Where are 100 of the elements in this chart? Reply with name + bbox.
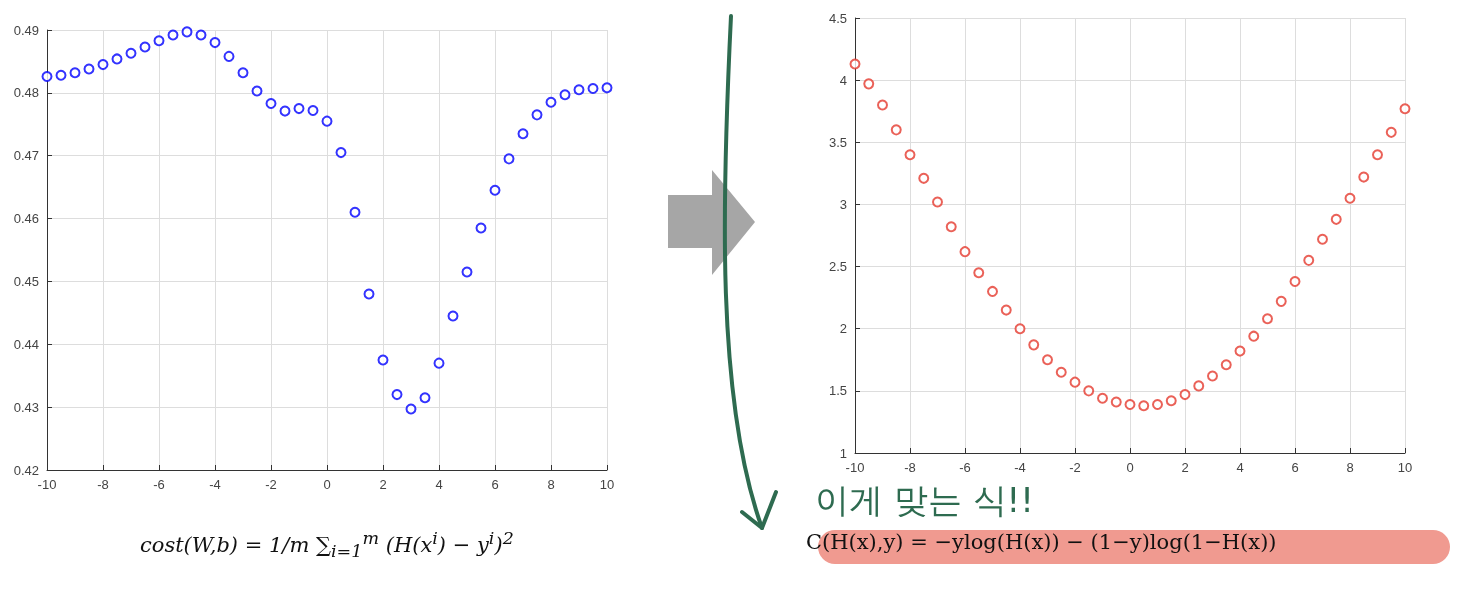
point: [545, 96, 557, 108]
x-tick-label: 6: [491, 477, 499, 492]
point: [1083, 385, 1095, 397]
point: [335, 147, 347, 159]
point: [877, 99, 888, 111]
point: [1124, 399, 1136, 411]
y-tick-label: 2.5: [828, 259, 847, 275]
point: [1248, 330, 1260, 342]
point: [139, 41, 151, 53]
x-tick-label: -6: [959, 460, 971, 475]
point: [1358, 171, 1370, 183]
point: [1165, 395, 1177, 407]
x-tick-label: 10: [599, 477, 615, 492]
point: [1152, 399, 1163, 411]
point: [517, 128, 529, 140]
point: [932, 196, 943, 208]
point: [918, 172, 930, 184]
y-tick-label: 0.44: [13, 336, 39, 352]
x-tick-label: 6: [1291, 460, 1299, 475]
x-tick-label: -6: [153, 477, 165, 492]
text: C(H(x),y) = −ylog(H(x)) − (1−y)log(1−H(x)): [806, 530, 1277, 554]
point: [1069, 376, 1081, 388]
point: [405, 403, 417, 415]
point: [1220, 359, 1232, 371]
x-tick-label: -8: [97, 477, 109, 492]
point: [321, 115, 333, 127]
point: [223, 50, 235, 62]
point: [447, 310, 459, 322]
point: [904, 149, 916, 161]
point: [1028, 339, 1040, 351]
point: [251, 85, 263, 97]
x-tick-label: 8: [547, 477, 555, 492]
point: [1372, 149, 1383, 161]
point: [419, 392, 431, 404]
point: [573, 84, 585, 96]
point: [1207, 370, 1218, 382]
x-tick-label: -10: [845, 460, 865, 475]
point: [97, 59, 109, 71]
point: [959, 246, 971, 258]
point: [1385, 126, 1397, 138]
x-tick-label: -10: [37, 477, 57, 492]
point: [503, 153, 515, 165]
point: [209, 37, 221, 49]
point: [153, 35, 165, 47]
point: [1000, 304, 1012, 316]
point: [1193, 380, 1205, 392]
point: [1234, 345, 1246, 357]
point: [1399, 103, 1411, 115]
point: [863, 78, 875, 90]
x-tick-label: -8: [904, 460, 916, 475]
point: [1179, 389, 1191, 401]
point: [433, 357, 445, 369]
point: [1138, 400, 1150, 412]
y-tick-label: 4: [839, 72, 847, 88]
point: [531, 109, 543, 121]
point: [475, 222, 487, 234]
x-tick-label: 2: [1181, 460, 1189, 475]
point: [1275, 295, 1287, 307]
x-tick-label: 8: [1346, 460, 1354, 475]
point: [293, 103, 305, 115]
point: [265, 98, 277, 110]
x-tick-label: 4: [435, 477, 443, 492]
text: cost(W,b) = 1/m ∑$_{i=1}$$^{m}$ (H(x$^{i}$) − y$^{i}$)$^{2}$: [140, 528, 514, 562]
y-tick-label: 0.47: [13, 148, 39, 164]
point: [181, 26, 193, 38]
point: [1317, 233, 1328, 245]
x-tick-label: 0: [1126, 460, 1134, 475]
point: [461, 266, 473, 278]
y-tick-label: 0.48: [13, 85, 39, 101]
point: [111, 53, 123, 65]
y-tick-label: 3.5: [828, 134, 847, 150]
y-tick-label: 0.45: [13, 273, 39, 289]
text: 이게 맞는 식!!: [815, 479, 1034, 522]
x-tick-label: -4: [1014, 460, 1026, 475]
point: [987, 285, 998, 297]
y-tick-label: 0.46: [13, 211, 39, 227]
y-tick-label: 0.49: [13, 22, 39, 38]
y-tick-label: 2: [839, 321, 847, 337]
point: [1110, 396, 1122, 408]
point: [363, 288, 375, 300]
point: [307, 104, 319, 116]
point: [849, 58, 861, 70]
point: [69, 67, 81, 79]
point: [391, 389, 403, 401]
point: [55, 69, 67, 81]
point: [1042, 354, 1053, 366]
point: [195, 29, 207, 41]
point: [1344, 192, 1356, 204]
point: [279, 105, 291, 117]
point: [41, 71, 53, 83]
y-tick-label: 1.5: [828, 383, 847, 399]
point: [1097, 392, 1108, 404]
x-tick-label: -2: [265, 477, 277, 492]
point: [973, 267, 985, 279]
y-tick-label: 4.5: [828, 10, 847, 26]
y-tick-label: 1: [839, 445, 847, 461]
point: [489, 184, 501, 196]
point: [1055, 366, 1067, 378]
x-tick-label: 4: [1236, 460, 1244, 475]
point: [945, 221, 957, 233]
